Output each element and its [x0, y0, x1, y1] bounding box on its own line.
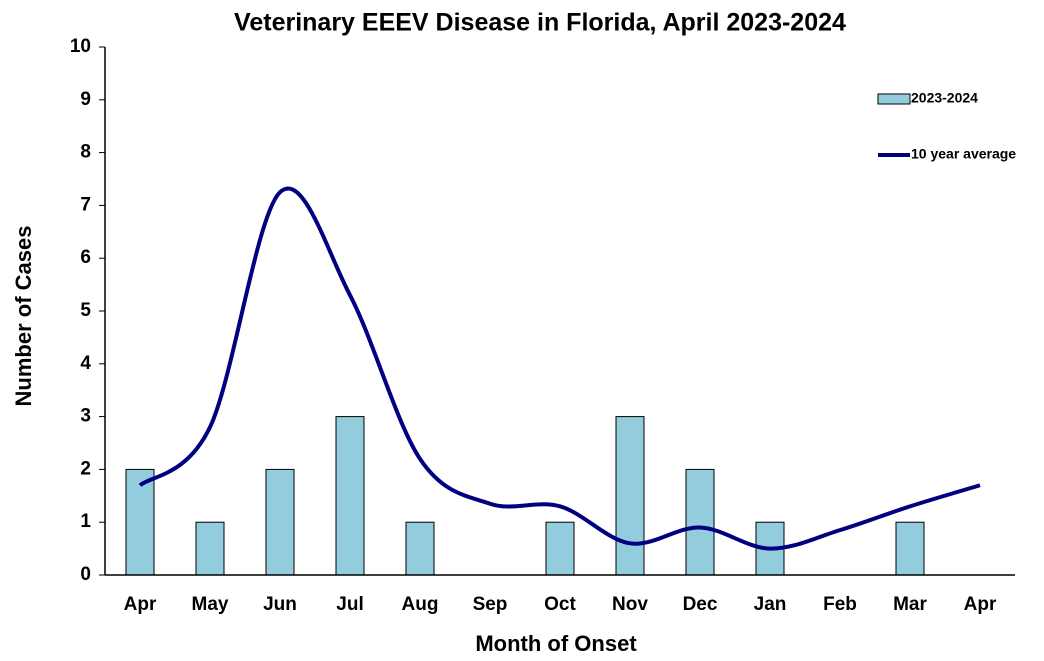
bar	[545, 521, 575, 576]
bar	[895, 521, 925, 576]
bar	[615, 416, 645, 576]
x-tick-label: Apr	[964, 594, 997, 615]
x-tick-label: Dec	[683, 594, 718, 615]
y-tick-label: 10	[70, 36, 91, 57]
y-tick-label: 0	[80, 564, 91, 585]
y-tick-label: 7	[80, 194, 91, 215]
x-tick-label: May	[192, 594, 229, 615]
x-tick-label: Aug	[402, 594, 439, 615]
x-tick-label: Feb	[823, 594, 857, 615]
y-tick-label: 1	[80, 511, 91, 532]
x-tick-label: Jun	[263, 594, 297, 615]
bar	[685, 468, 715, 576]
chart-title: Veterinary EEEV Disease in Florida, Apri…	[234, 9, 846, 37]
x-tick-label: Sep	[473, 594, 508, 615]
x-axis-title: Month of Onset	[475, 631, 637, 656]
y-tick-label: 5	[80, 300, 91, 321]
y-axis-title: Number of Cases	[11, 226, 36, 407]
bar	[265, 468, 295, 576]
bar	[125, 468, 155, 576]
y-tick-label: 3	[80, 406, 91, 427]
legend-label: 2023-2024	[911, 90, 978, 106]
x-tick-label: Nov	[612, 594, 648, 615]
y-tick-label: 9	[80, 89, 91, 110]
y-tick-label: 2	[80, 458, 91, 479]
legend-label: 10 year average	[911, 146, 1016, 162]
x-tick-label: Apr	[124, 594, 157, 615]
y-tick-label: 6	[80, 247, 91, 268]
bar	[405, 521, 435, 576]
line	[138, 186, 981, 551]
bar	[335, 416, 365, 576]
x-tick-label: Jul	[336, 594, 363, 615]
y-tick-label: 8	[80, 142, 91, 163]
x-tick-label: Oct	[544, 594, 576, 615]
legend-swatch	[877, 93, 911, 105]
bar	[195, 521, 225, 576]
x-tick-label: Jan	[754, 594, 787, 615]
y-tick-label: 4	[80, 353, 91, 374]
x-tick-label: Mar	[893, 594, 927, 615]
